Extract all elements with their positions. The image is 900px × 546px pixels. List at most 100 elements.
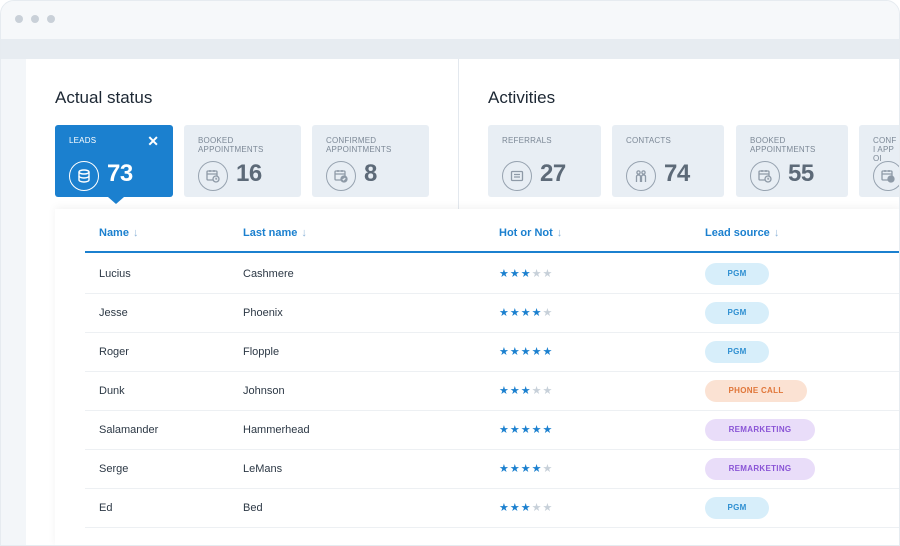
cell-last-name: Bed — [243, 502, 263, 514]
star-icon: ★ — [509, 346, 521, 358]
contacts-card-label: CONTACTS — [626, 136, 672, 145]
people-icon — [626, 161, 656, 191]
lead-source-badge: PHONE CALL — [705, 380, 807, 402]
cell-name: Roger — [99, 346, 129, 358]
close-icon[interactable]: ✕ — [147, 133, 159, 149]
activities-confirmed-appointments-card-label: CONFI APPOI — [873, 136, 897, 163]
referrals-card[interactable]: REFERRALS 27 — [488, 125, 601, 197]
column-header-name[interactable]: Name ↓ — [99, 227, 138, 239]
confirmed-appointments-count: 8 — [364, 160, 377, 187]
title-bar — [1, 1, 899, 39]
booked-appointments-count: 16 — [236, 160, 262, 187]
contacts-card[interactable]: CONTACTS 74 — [612, 125, 724, 197]
star-icon: ★ — [531, 463, 543, 475]
column-header-lead-source[interactable]: Lead source ↓ — [705, 227, 779, 239]
star-icon: ★ — [520, 463, 532, 475]
rating-stars[interactable]: ★★★★★ — [499, 267, 553, 280]
database-icon — [69, 161, 99, 191]
column-header-last-name[interactable]: Last name ↓ — [243, 227, 307, 239]
star-icon: ★ — [499, 268, 510, 280]
cell-name: Salamander — [99, 424, 159, 436]
lead-source-badge: REMARKETING — [705, 419, 815, 441]
window-dot-maximize[interactable] — [47, 15, 55, 23]
cell-name: Serge — [99, 463, 129, 475]
rating-stars[interactable]: ★★★★★ — [499, 462, 553, 475]
panel-divider — [458, 59, 459, 209]
sort-arrow-icon[interactable]: ↓ — [301, 227, 307, 239]
sort-arrow-icon[interactable]: ↓ — [773, 227, 780, 239]
lead-source-badge: PGM — [705, 263, 769, 285]
cell-last-name: Cashmere — [243, 268, 294, 280]
star-icon: ★ — [520, 346, 532, 358]
lead-source-badge: PGM — [705, 302, 769, 324]
star-icon: ★ — [542, 424, 554, 436]
star-icon: ★ — [509, 463, 521, 475]
star-icon: ★ — [542, 307, 554, 319]
star-icon: ★ — [509, 424, 521, 436]
star-icon: ★ — [531, 424, 543, 436]
active-card-caret — [108, 197, 124, 204]
leads-card-label: LEADS — [69, 136, 97, 145]
activities-booked-appointments-card-label: BOOKED APPOINTMENTS — [750, 136, 816, 154]
star-icon: ★ — [542, 385, 554, 397]
cell-name: Dunk — [99, 385, 125, 397]
calendar-check-icon — [326, 161, 356, 191]
calendar-clock-icon — [198, 161, 228, 191]
activities-title: Activities — [488, 88, 556, 107]
star-icon: ★ — [542, 502, 554, 514]
table-header: Name ↓ Last name ↓ Hot or Not ↓ Lead source… — [85, 219, 899, 253]
star-icon: ★ — [531, 346, 543, 358]
star-icon: ★ — [531, 502, 543, 514]
star-icon: ★ — [499, 346, 510, 358]
star-icon: ★ — [509, 307, 521, 319]
table-row[interactable]: Serge LeMans ★★★★★ REMARKETING — [85, 450, 899, 489]
star-icon: ★ — [509, 385, 521, 397]
confirmed-appointments-card[interactable]: CONFIRMED APPOINTMENTS 8 — [312, 125, 429, 197]
star-icon: ★ — [520, 502, 532, 514]
column-header-last-name-label: Last name — [243, 227, 298, 239]
table-row[interactable]: Jesse Phoenix ★★★★★ PGM — [85, 294, 899, 333]
column-header-hot-or-not[interactable]: Hot or Not ↓ — [499, 227, 562, 239]
cell-last-name: LeMans — [243, 463, 283, 475]
booked-appointments-card[interactable]: BOOKED APPOINTMENTS 16 — [184, 125, 301, 197]
activities-confirmed-appointments-card[interactable]: CONFI APPOI — [859, 125, 899, 197]
activities-booked-appointments-card[interactable]: BOOKED APPOINTMENTS 55 — [736, 125, 848, 197]
rating-stars[interactable]: ★★★★★ — [499, 384, 553, 397]
cell-last-name: Johnson — [243, 385, 285, 397]
star-icon: ★ — [499, 424, 510, 436]
table-row[interactable]: Roger Flopple ★★★★★ PGM — [85, 333, 899, 372]
lead-source-badge: PGM — [705, 497, 769, 519]
star-icon: ★ — [520, 307, 532, 319]
cell-name: Ed — [99, 502, 113, 514]
star-icon: ★ — [520, 424, 532, 436]
window-dot-close[interactable] — [15, 15, 23, 23]
calendar-clock-icon — [750, 161, 780, 191]
table-row[interactable]: Dunk Johnson ★★★★★ PHONE CALL — [85, 372, 899, 411]
window-dot-minimize[interactable] — [31, 15, 39, 23]
table-row[interactable]: Lucius Cashmere ★★★★★ PGM — [85, 255, 899, 294]
rating-stars[interactable]: ★★★★★ — [499, 306, 553, 319]
sort-arrow-icon[interactable]: ↓ — [556, 227, 563, 239]
confirmed-appointments-card-label: CONFIRMED APPOINTMENTS — [326, 136, 392, 154]
table-row[interactable]: Salamander Hammerhead ★★★★★ REMARKETING — [85, 411, 899, 450]
rating-stars[interactable]: ★★★★★ — [499, 345, 553, 358]
star-icon: ★ — [531, 268, 543, 280]
star-icon: ★ — [499, 502, 510, 514]
rating-stars[interactable]: ★★★★★ — [499, 423, 553, 436]
cell-last-name: Hammerhead — [243, 424, 310, 436]
leads-card[interactable]: LEADS ✕ 73 — [55, 125, 173, 197]
sort-arrow-icon[interactable]: ↓ — [132, 227, 139, 239]
column-header-lead-source-label: Lead source — [705, 227, 770, 239]
star-icon: ★ — [509, 268, 521, 280]
column-header-name-label: Name — [99, 227, 129, 239]
cell-last-name: Phoenix — [243, 307, 283, 319]
star-icon: ★ — [499, 307, 510, 319]
rating-stars[interactable]: ★★★★★ — [499, 501, 553, 514]
table-row[interactable]: Ed Bed ★★★★★ PGM — [85, 489, 899, 528]
leads-count: 73 — [107, 160, 133, 187]
column-header-hot-or-not-label: Hot or Not — [499, 227, 553, 239]
lead-source-badge: PGM — [705, 341, 769, 363]
referrals-count: 27 — [540, 160, 566, 187]
cell-name: Lucius — [99, 268, 131, 280]
star-icon: ★ — [542, 268, 554, 280]
